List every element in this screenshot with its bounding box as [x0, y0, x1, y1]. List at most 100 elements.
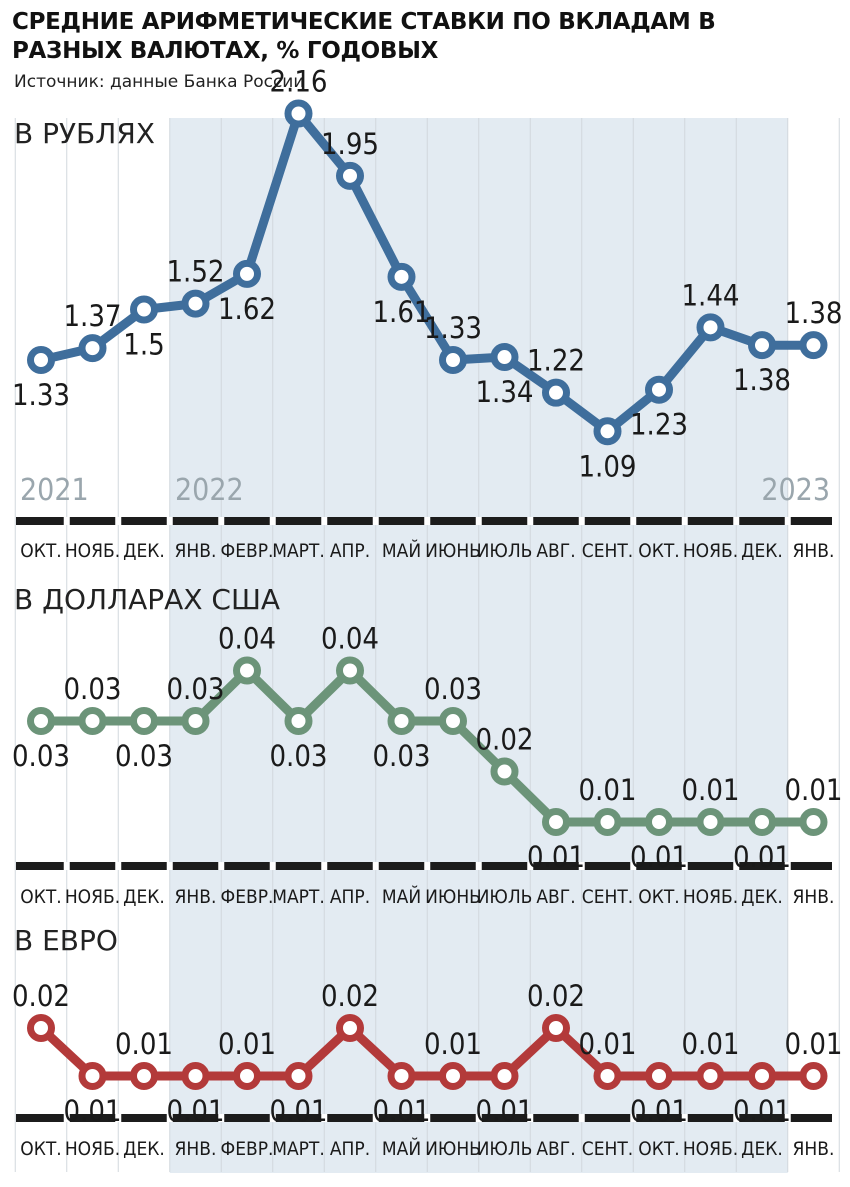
- data-label: 0.01: [630, 1094, 688, 1128]
- month-label: АПР.: [330, 540, 370, 562]
- axis-gap: [475, 1114, 482, 1122]
- month-label: НОЯБ.: [683, 886, 738, 908]
- axis-gap: [681, 862, 688, 870]
- data-point: [130, 1062, 158, 1090]
- data-point: [130, 707, 158, 735]
- data-label: 0.01: [733, 840, 791, 874]
- data-label: 1.44: [681, 278, 739, 312]
- data-label: 0.01: [218, 1027, 276, 1061]
- series-line: [36, 109, 818, 436]
- axis-gap: [784, 1114, 791, 1122]
- axis-gap: [578, 1114, 585, 1122]
- axis-gap: [630, 517, 637, 525]
- data-label: 0.02: [475, 723, 533, 757]
- axis-gap: [784, 862, 791, 870]
- axis-gap: [578, 862, 585, 870]
- month-label: ЯНВ.: [175, 886, 217, 908]
- month-label: ЯНВ.: [793, 886, 835, 908]
- month-label: НОЯБ.: [65, 886, 120, 908]
- axis-gap: [115, 862, 122, 870]
- month-label: МАЙ: [382, 539, 421, 562]
- section-title: В РУБЛЯХ: [14, 117, 155, 150]
- axis-gap: [424, 517, 431, 525]
- year-labels: 2021 2022 2023: [20, 473, 830, 508]
- data-label: 0.01: [784, 773, 842, 807]
- data-label: 0.01: [784, 1027, 842, 1061]
- data-point: [181, 707, 210, 735]
- data-label: 1.38: [784, 296, 842, 330]
- data-point: [336, 656, 364, 685]
- data-point: [181, 289, 210, 318]
- data-label: 1.38: [733, 363, 791, 397]
- data-point: [593, 417, 622, 446]
- month-label: ИЮНЬ: [425, 540, 481, 562]
- axis-gap: [321, 517, 328, 525]
- axis-gap: [733, 1114, 740, 1122]
- data-label: 0.02: [12, 979, 70, 1013]
- data-label: 1.61: [372, 295, 430, 329]
- data-point: [645, 1062, 673, 1090]
- month-label: НОЯБ.: [683, 1138, 738, 1160]
- data-point: [748, 1062, 776, 1090]
- data-point: [439, 1062, 467, 1090]
- data-label: 0.03: [115, 739, 173, 773]
- axis-gap: [630, 862, 637, 870]
- axis-gap: [218, 517, 225, 525]
- data-label: 0.01: [578, 773, 636, 807]
- data-point: [542, 1014, 570, 1042]
- data-point: [130, 295, 158, 324]
- month-label: ДЕК.: [123, 1138, 165, 1160]
- axis-gap: [321, 1114, 328, 1122]
- month-label: ДЕК.: [741, 886, 783, 908]
- data-point: [181, 1062, 210, 1090]
- data-label: 1.62: [218, 292, 276, 326]
- axis-gap: [63, 862, 70, 870]
- month-label: ОКТ.: [638, 1138, 679, 1160]
- axis-gap: [578, 517, 585, 525]
- data-label: 0.01: [733, 1094, 791, 1128]
- data-label: 0.01: [630, 840, 688, 874]
- data-label: 0.03: [63, 672, 121, 706]
- data-label: 1.23: [630, 408, 688, 442]
- data-label: 1.95: [321, 127, 379, 161]
- data-label: 1.52: [166, 255, 224, 289]
- month-label: ОКТ.: [20, 886, 61, 908]
- month-label: ОКТ.: [20, 1138, 61, 1160]
- data-point: [799, 1062, 828, 1090]
- data-point: [387, 262, 416, 291]
- data-label: 0.03: [269, 739, 327, 773]
- data-label: 0.01: [63, 1094, 121, 1128]
- month-label: ФЕВР.: [221, 886, 274, 908]
- data-point: [593, 808, 622, 836]
- month-label: МАРТ.: [272, 540, 325, 562]
- month-label: ОКТ.: [638, 540, 679, 562]
- data-label: 0.02: [321, 979, 379, 1013]
- axis-gap: [321, 862, 328, 870]
- source-note: Источник: данные Банка России: [14, 72, 305, 92]
- data-label: 1.09: [578, 449, 636, 483]
- month-label: ДЕК.: [123, 540, 165, 562]
- data-point: [78, 1062, 107, 1090]
- month-label: НОЯБ.: [683, 540, 738, 562]
- data-point: [387, 1062, 416, 1090]
- data-point: [233, 656, 261, 685]
- month-label: ДЕК.: [741, 540, 783, 562]
- data-point: [284, 99, 313, 128]
- axis-gap: [527, 1114, 534, 1122]
- month-label: ДЕК.: [123, 886, 165, 908]
- data-point: [490, 757, 519, 786]
- data-point: [645, 375, 673, 404]
- axis-bar: [16, 862, 832, 870]
- month-label: ЯНВ.: [793, 540, 835, 562]
- month-label: ОКТ.: [20, 540, 61, 562]
- data-label: 2.16: [269, 64, 327, 98]
- month-label: НОЯБ.: [65, 1138, 120, 1160]
- year-label: 2022: [175, 473, 244, 508]
- axis-gap: [784, 517, 791, 525]
- month-label: АПР.: [330, 886, 370, 908]
- axis-gap: [63, 517, 70, 525]
- data-point: [27, 346, 55, 374]
- data-label: 1.34: [475, 375, 533, 409]
- data-label: 0.01: [372, 1094, 430, 1128]
- month-label: ДЕК.: [741, 1138, 783, 1160]
